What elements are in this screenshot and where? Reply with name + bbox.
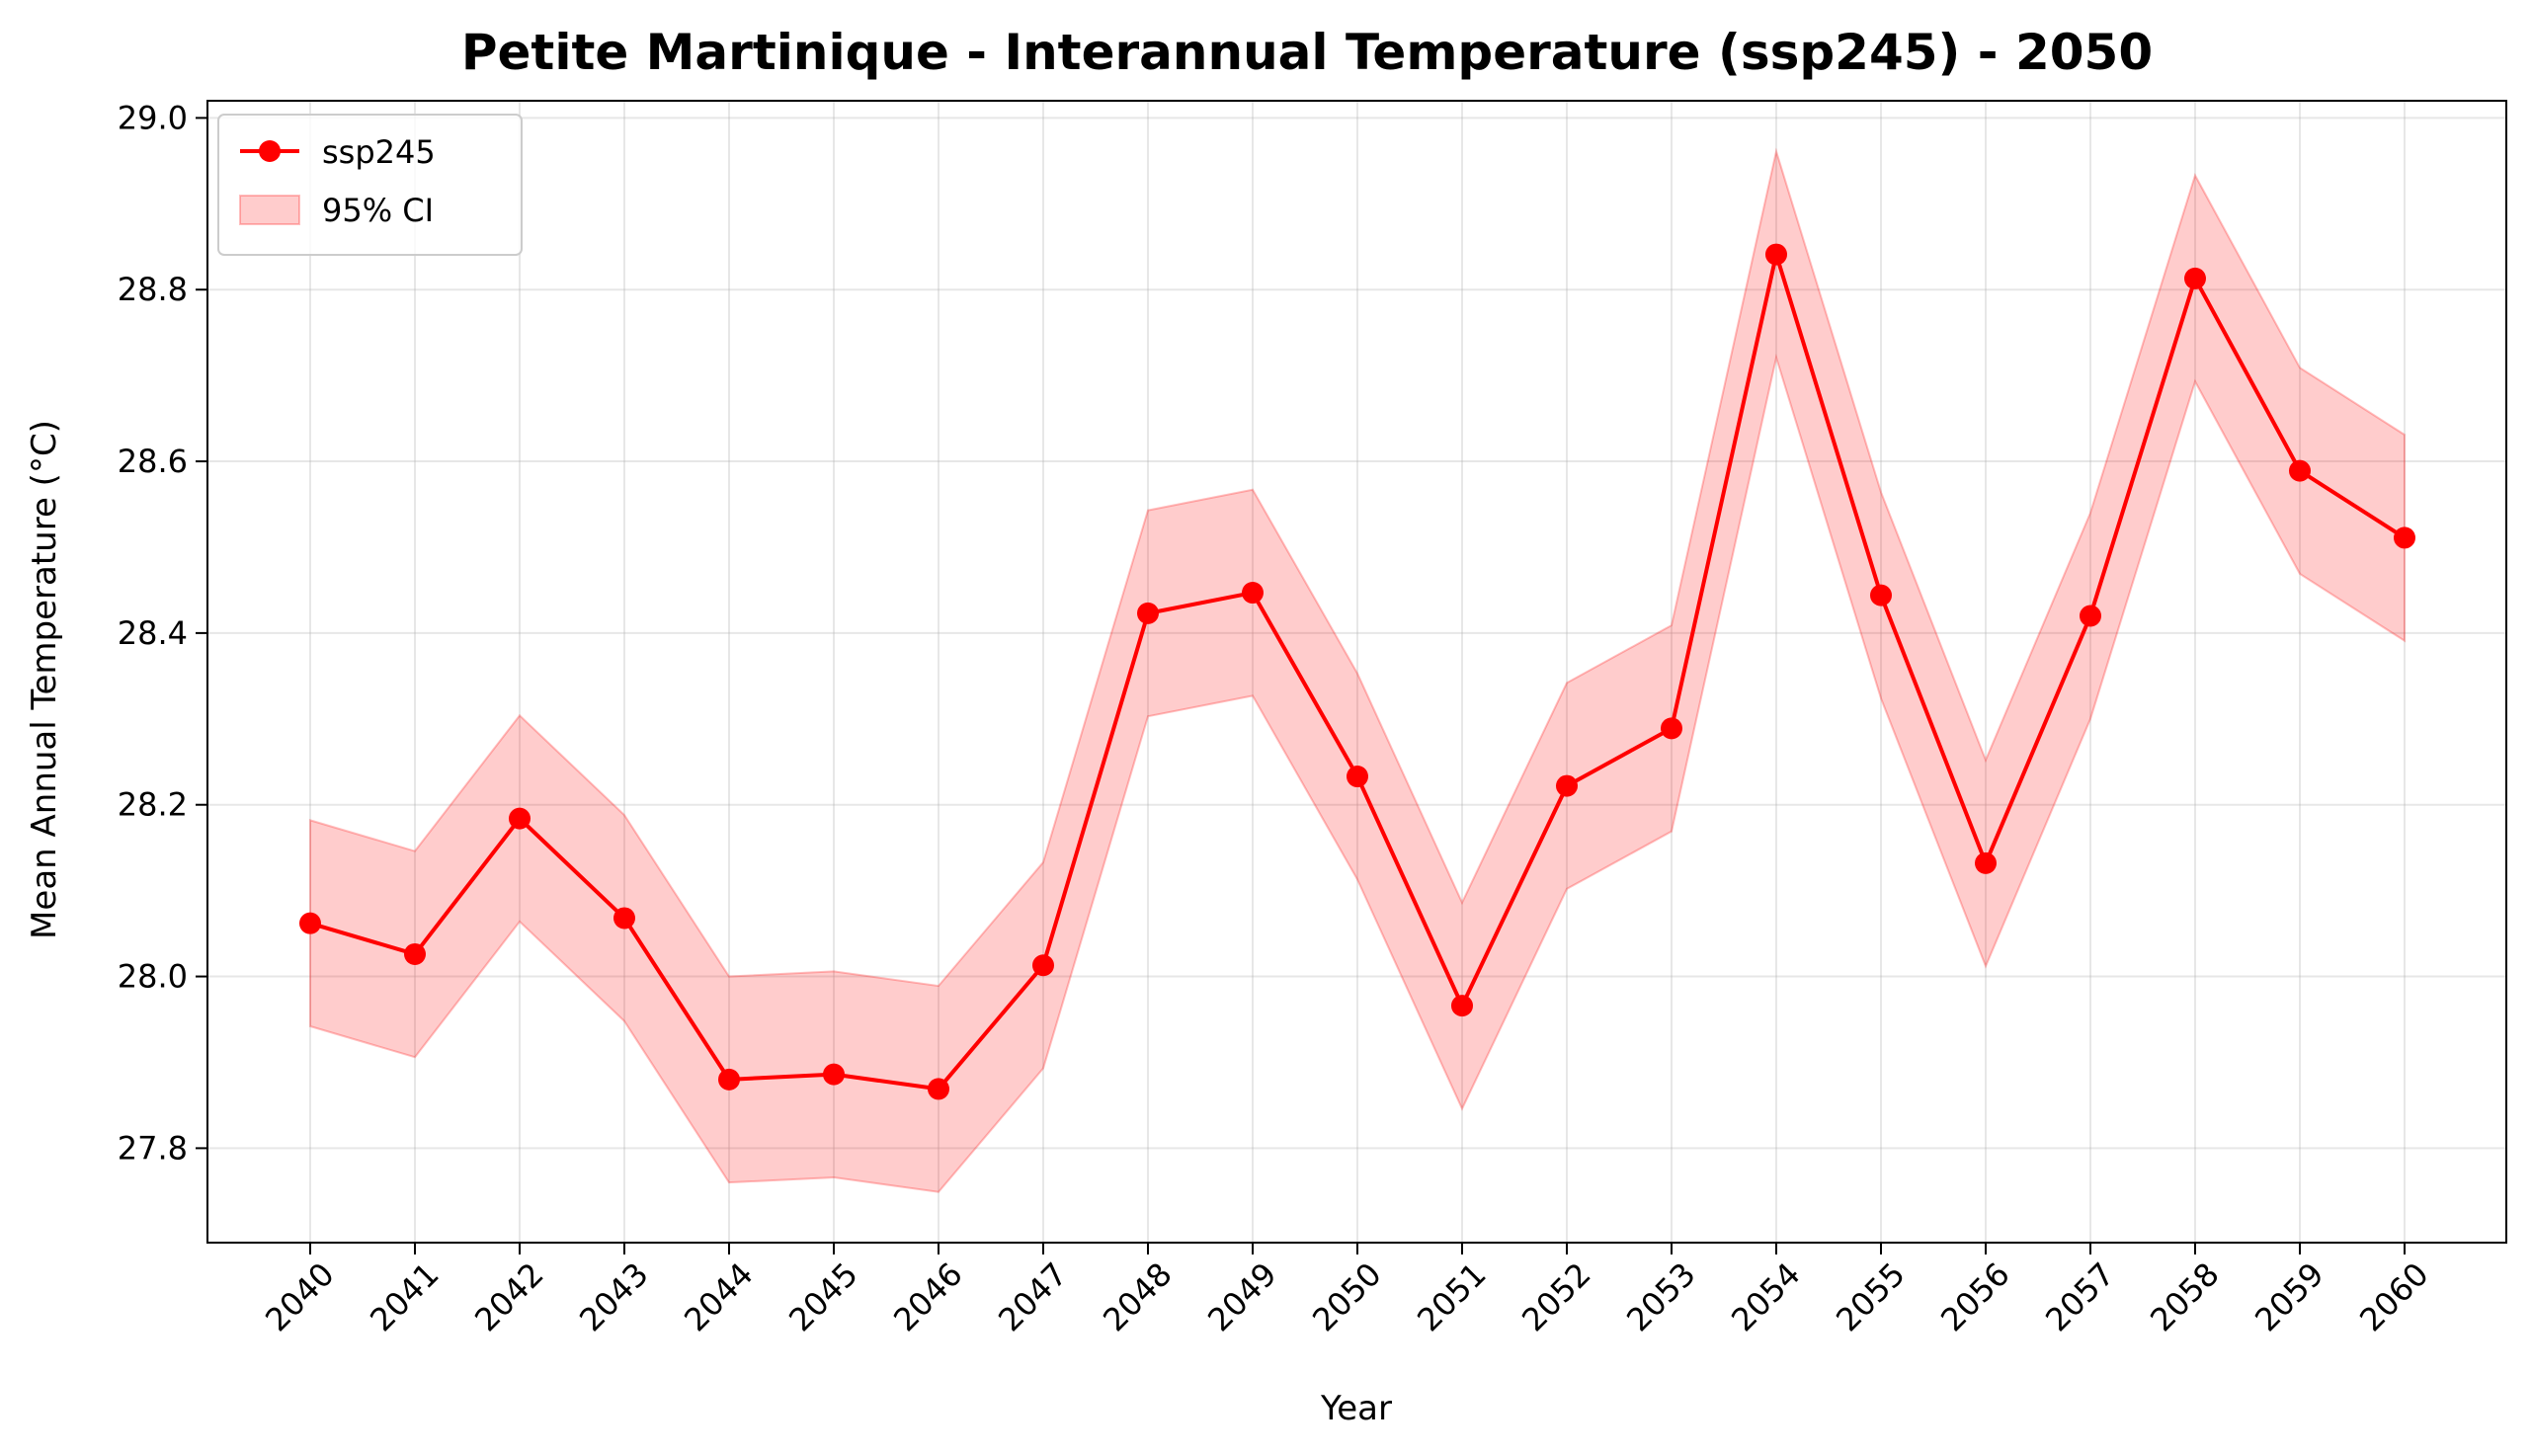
data-point-2046 [928, 1078, 949, 1100]
y-tick-label: 28.2 [118, 786, 188, 824]
data-point-2040 [299, 912, 321, 934]
legend-label-series: ssp245 [322, 133, 436, 171]
data-point-2049 [1242, 582, 1264, 605]
y-tick-label: 28.6 [118, 443, 188, 480]
legend: ssp245 95% CI [217, 114, 523, 256]
data-point-2057 [2080, 605, 2101, 627]
y-tick-label: 29.0 [118, 99, 188, 136]
y-tick-label: 27.8 [118, 1129, 188, 1167]
data-point-2058 [2184, 267, 2206, 289]
data-point-2043 [613, 907, 635, 930]
data-point-2047 [1032, 954, 1054, 977]
x-axis-label: Year [1320, 1389, 1392, 1428]
legend-ci-swatch [239, 195, 300, 225]
data-point-2051 [1451, 995, 1473, 1017]
y-axis-ticks: 27.8 28.0 28.2 28.4 28.6 28.8 29.0 [118, 99, 207, 1167]
data-point-2045 [823, 1063, 845, 1086]
ci-band [309, 147, 2406, 1193]
chart-title: Petite Martinique - Interannual Temperat… [461, 24, 2153, 81]
data-point-2050 [1347, 766, 1368, 788]
data-point-2055 [1870, 584, 1892, 607]
data-point-2054 [1765, 243, 1787, 266]
data-point-2060 [2394, 526, 2415, 549]
data-point-2059 [2289, 459, 2311, 482]
y-axis-label: Mean Annual Temperature (°C) [25, 420, 64, 939]
grid-lines [207, 101, 2506, 1243]
data-point-2044 [718, 1068, 740, 1091]
data-point-2053 [1661, 717, 1682, 740]
y-tick-label: 28.4 [118, 614, 188, 652]
y-tick-label: 28.8 [118, 271, 188, 308]
data-point-2041 [404, 942, 426, 965]
legend-label-ci: 95% CI [322, 192, 434, 229]
data-point-2042 [509, 807, 531, 830]
data-points [299, 243, 2415, 1100]
y-tick-label: 28.0 [118, 958, 188, 996]
data-point-2056 [1975, 851, 1997, 874]
data-point-2052 [1556, 774, 1578, 797]
data-point-2048 [1137, 602, 1159, 624]
legend-marker-swatch [259, 140, 281, 162]
